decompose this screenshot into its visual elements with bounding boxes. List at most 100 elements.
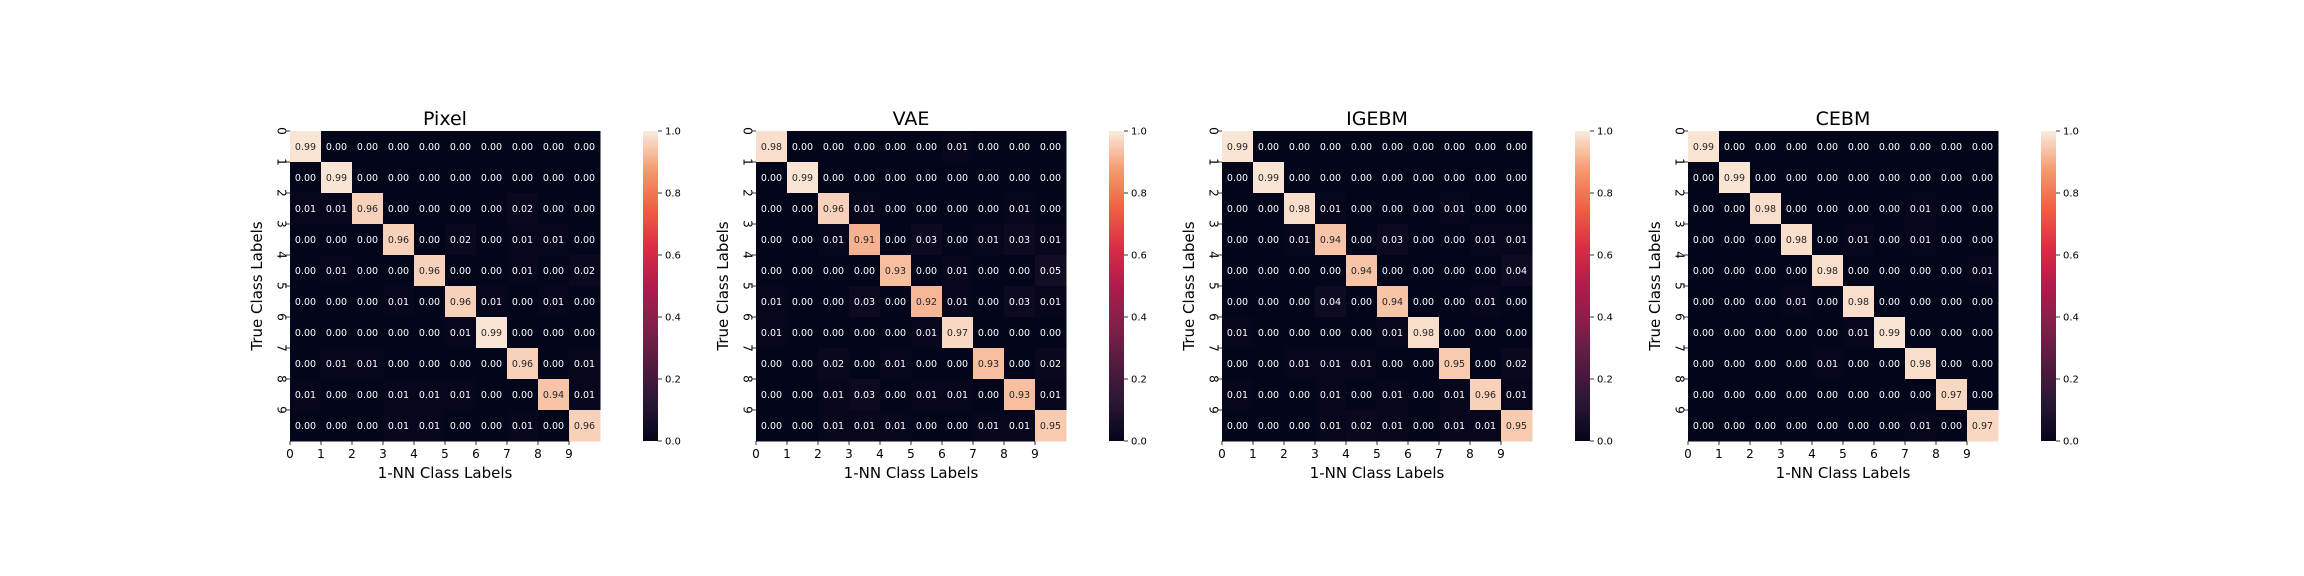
heatmap-cell xyxy=(1222,193,1254,225)
cell-value-label: 0.01 xyxy=(388,390,409,401)
colorbar-tick-label: 0.6 xyxy=(2063,251,2079,262)
heatmap-cell xyxy=(1004,379,1036,411)
cell-value-label: 0.01 xyxy=(450,328,471,339)
heatmap-cell xyxy=(849,410,881,442)
cell-value-label: 0.01 xyxy=(916,328,937,339)
cell-value-label: 0.00 xyxy=(1320,142,1341,153)
cell-value-label: 0.00 xyxy=(574,204,595,215)
heatmap-cell xyxy=(1284,286,1316,318)
cell-value-label: 0.00 xyxy=(1227,204,1248,215)
cell-value-label: 0.98 xyxy=(1289,204,1310,215)
colorbar-tick-label: 0.2 xyxy=(2063,375,2079,386)
heatmap-cell xyxy=(1719,348,1751,380)
heatmap-cell xyxy=(383,410,415,442)
cell-value-label: 0.03 xyxy=(854,390,875,401)
cell-value-label: 0.00 xyxy=(1910,266,1931,277)
heatmap-cell xyxy=(321,131,353,163)
heatmap-cell xyxy=(1874,255,1906,287)
cell-value-label: 0.00 xyxy=(761,390,782,401)
cell-value-label: 0.01 xyxy=(357,359,378,370)
cell-value-label: 0.01 xyxy=(1475,421,1496,432)
heatmap-cell xyxy=(1501,410,1533,442)
cell-value-label: 0.02 xyxy=(1506,359,1527,370)
x-tick-label: 0 xyxy=(1218,447,1226,461)
heatmap-cell xyxy=(1315,348,1347,380)
colorbar xyxy=(1109,131,1124,441)
cell-value-label: 0.01 xyxy=(481,297,502,308)
cell-value-label: 0.00 xyxy=(947,173,968,184)
cell-value-label: 0.01 xyxy=(1475,235,1496,246)
heatmap-cell xyxy=(476,317,508,349)
cell-value-label: 0.98 xyxy=(1755,204,1776,215)
cell-value-label: 0.00 xyxy=(1040,173,1061,184)
x-tick-label: 3 xyxy=(1777,447,1785,461)
heatmap-cell xyxy=(1004,193,1036,225)
heatmap-cell xyxy=(1470,286,1502,318)
cell-value-label: 0.00 xyxy=(512,142,533,153)
heatmap-cell xyxy=(1501,162,1533,194)
heatmap-cell xyxy=(1004,286,1036,318)
heatmap-cell xyxy=(476,348,508,380)
x-tick-label: 5 xyxy=(1839,447,1847,461)
heatmap-cell xyxy=(445,162,477,194)
cell-value-label: 0.00 xyxy=(295,235,316,246)
cell-value-label: 0.00 xyxy=(1693,266,1714,277)
cell-value-label: 0.01 xyxy=(419,421,440,432)
cell-value-label: 0.00 xyxy=(823,328,844,339)
heatmap-cell xyxy=(507,286,539,318)
cell-value-label: 0.00 xyxy=(885,390,906,401)
cell-value-label: 0.00 xyxy=(1258,421,1279,432)
cell-value-label: 0.00 xyxy=(761,266,782,277)
cell-value-label: 0.00 xyxy=(1910,297,1931,308)
heatmap-cell xyxy=(1470,193,1502,225)
heatmap-cell xyxy=(1719,317,1751,349)
x-tick-label: 1 xyxy=(1715,447,1723,461)
cell-value-label: 0.00 xyxy=(1413,266,1434,277)
cell-value-label: 0.00 xyxy=(1724,390,1745,401)
heatmap-cell xyxy=(1253,379,1285,411)
panel-title: IGEBM xyxy=(1346,108,1408,130)
cell-value-label: 0.00 xyxy=(823,266,844,277)
heatmap-cell xyxy=(352,224,384,256)
heatmap-cell xyxy=(1812,193,1844,225)
cell-value-label: 0.00 xyxy=(1941,204,1962,215)
cell-value-label: 0.01 xyxy=(761,328,782,339)
heatmap-cell xyxy=(352,131,384,163)
heatmap-cell xyxy=(942,131,974,163)
heatmap-cell xyxy=(1346,410,1378,442)
heatmap-cell xyxy=(1936,379,1968,411)
heatmap-cell xyxy=(1967,224,1999,256)
cell-value-label: 0.95 xyxy=(1040,421,1061,432)
cell-value-label: 0.01 xyxy=(823,421,844,432)
y-tick-label: 9 xyxy=(275,406,289,414)
cell-value-label: 0.00 xyxy=(1413,390,1434,401)
heatmap-cell xyxy=(1470,317,1502,349)
cell-value-label: 0.00 xyxy=(1351,235,1372,246)
cell-value-label: 0.01 xyxy=(1040,390,1061,401)
heatmap-cell xyxy=(1812,131,1844,163)
heatmap-cell xyxy=(1750,348,1782,380)
cell-value-label: 0.00 xyxy=(481,390,502,401)
cell-value-label: 0.00 xyxy=(978,328,999,339)
cell-value-label: 0.00 xyxy=(1475,359,1496,370)
cell-value-label: 0.00 xyxy=(1444,173,1465,184)
cell-value-label: 0.05 xyxy=(1040,266,1061,277)
cell-value-label: 0.00 xyxy=(761,173,782,184)
cell-value-label: 0.00 xyxy=(1475,173,1496,184)
cell-value-label: 0.00 xyxy=(574,142,595,153)
heatmap-cell xyxy=(942,286,974,318)
cell-value-label: 0.00 xyxy=(1289,266,1310,277)
heatmap-cell xyxy=(1284,410,1316,442)
heatmap-cell xyxy=(538,224,570,256)
cell-value-label: 0.00 xyxy=(543,266,564,277)
cell-value-label: 0.01 xyxy=(326,266,347,277)
cell-value-label: 0.93 xyxy=(1009,390,1030,401)
heatmap-cell xyxy=(911,410,943,442)
cell-value-label: 0.00 xyxy=(761,204,782,215)
heatmap-cell xyxy=(1905,255,1937,287)
heatmap-cell xyxy=(1781,379,1813,411)
heatmap-cell xyxy=(1781,131,1813,163)
heatmap-cell xyxy=(290,410,322,442)
cell-value-label: 0.01 xyxy=(1444,421,1465,432)
